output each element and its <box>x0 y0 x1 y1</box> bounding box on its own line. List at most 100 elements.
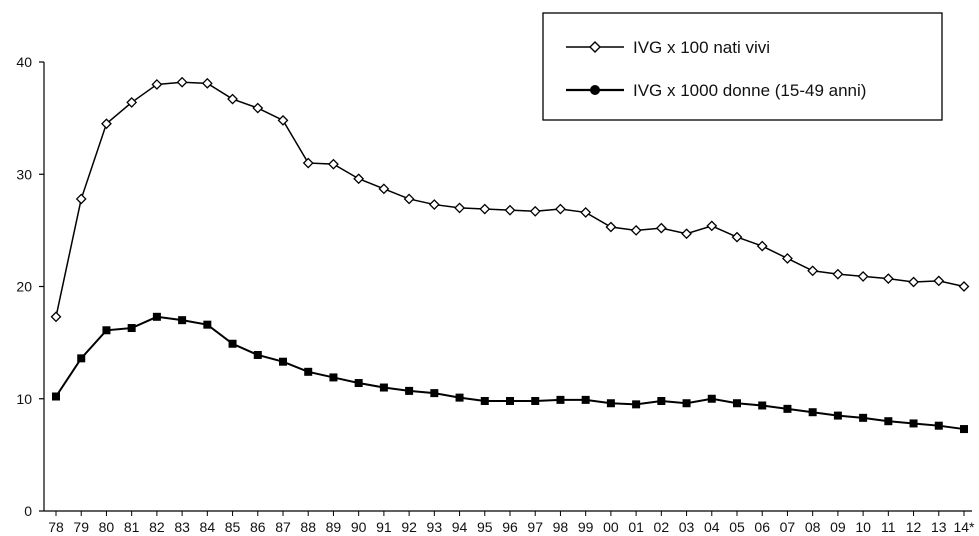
legend-label-series-1: IVG x 100 nati vivi <box>633 38 770 57</box>
data-point-series-1 <box>75 193 87 205</box>
x-tick-label: 96 <box>502 519 518 535</box>
x-tick-label: 88 <box>300 519 316 535</box>
x-tick-label: 94 <box>452 519 468 535</box>
data-point-series-2 <box>682 399 691 408</box>
data-point-series-2 <box>178 316 187 325</box>
data-point-series-2 <box>405 386 414 395</box>
y-tick-label: 0 <box>24 503 32 519</box>
data-point-series-2 <box>808 408 817 417</box>
x-tick-label: 79 <box>73 519 89 535</box>
axes <box>43 62 972 512</box>
data-point-series-1 <box>353 173 365 185</box>
data-point-series-1 <box>555 203 566 215</box>
x-tick-label: 06 <box>754 519 770 535</box>
data-point-series-2 <box>253 350 262 359</box>
x-tick-label: 99 <box>578 519 594 535</box>
data-point-series-1 <box>101 118 112 130</box>
data-point-series-2 <box>127 324 136 333</box>
x-tick-label: 86 <box>250 519 266 535</box>
data-point-series-1 <box>378 183 390 195</box>
x-tick-label: 05 <box>729 519 745 535</box>
data-point-series-2 <box>455 393 464 402</box>
data-point-series-1 <box>908 276 919 288</box>
data-point-series-2 <box>960 425 968 434</box>
x-tick-label: 08 <box>805 519 821 535</box>
data-point-series-2 <box>52 392 60 401</box>
data-point-series-1 <box>681 228 692 240</box>
x-tick-label: 00 <box>603 519 619 535</box>
series-line-2 <box>55 315 965 431</box>
data-point-series-2 <box>152 312 161 321</box>
x-tick-label: 14* <box>953 519 975 535</box>
x-ticks: 78 79 80 81 82 83 84 85 86 87 88 89 90 91 92 93 94 95 96 97… <box>48 511 975 535</box>
x-tick-label: 11 <box>881 519 896 535</box>
x-tick-label: 87 <box>275 519 291 535</box>
data-point-series-1 <box>933 275 945 287</box>
data-point-series-2 <box>279 357 287 366</box>
data-point-series-2 <box>859 413 868 422</box>
data-point-series-1 <box>479 203 491 215</box>
data-point-series-1 <box>252 102 264 114</box>
data-point-series-2 <box>657 396 666 405</box>
y-tick-label: 10 <box>16 391 32 407</box>
data-point-series-1 <box>630 224 642 236</box>
data-point-series-2 <box>632 400 641 409</box>
x-tick-label: 93 <box>427 519 443 535</box>
data-point-series-1 <box>201 77 213 89</box>
x-tick-label: 07 <box>780 519 796 535</box>
x-tick-label: 04 <box>704 519 720 535</box>
data-point-series-2 <box>606 399 615 408</box>
data-point-series-1 <box>504 204 516 216</box>
x-tick-label: 80 <box>99 519 115 535</box>
data-point-series-2 <box>506 396 514 405</box>
data-point-series-2 <box>531 396 540 405</box>
data-point-series-1 <box>882 273 894 285</box>
x-tick-label: 12 <box>906 519 922 535</box>
data-point-series-1 <box>328 158 339 170</box>
legend-marker-filled <box>590 85 600 95</box>
data-point-series-1 <box>605 221 617 233</box>
x-tick-label: 84 <box>200 519 216 535</box>
y-ticks: 0 10 20 30 40 <box>16 54 44 519</box>
data-point-series-2 <box>480 396 489 405</box>
data-point-series-2 <box>833 411 842 420</box>
x-tick-label: 91 <box>376 519 392 535</box>
data-point-series-1 <box>227 93 238 105</box>
x-tick-label: 92 <box>401 519 417 535</box>
x-tick-label: 03 <box>679 519 695 535</box>
data-point-series-2 <box>581 395 590 404</box>
x-tick-label: 97 <box>527 519 543 535</box>
x-tick-label: 02 <box>654 519 670 535</box>
data-point-series-1 <box>454 202 465 214</box>
data-point-series-2 <box>707 394 716 403</box>
data-point-series-1 <box>176 76 188 88</box>
x-tick-label: 01 <box>628 519 644 535</box>
y-tick-label: 20 <box>16 279 32 295</box>
data-point-series-1 <box>151 79 163 90</box>
x-tick-label: 98 <box>553 519 569 535</box>
data-point-series-1 <box>50 311 62 323</box>
data-point-series-1 <box>857 270 869 282</box>
data-point-series-1 <box>529 205 541 217</box>
legend-box <box>542 12 943 121</box>
x-tick-label: 09 <box>830 519 846 535</box>
data-point-series-1 <box>277 114 289 126</box>
data-point-series-2 <box>354 379 363 388</box>
x-tick-label: 78 <box>48 519 64 535</box>
data-point-series-2 <box>758 401 767 410</box>
data-point-series-2 <box>884 417 893 426</box>
x-tick-label: 89 <box>326 519 342 535</box>
data-point-series-1 <box>756 240 768 252</box>
data-point-series-2 <box>304 367 313 376</box>
data-point-series-1 <box>807 265 819 277</box>
legend-label-series-2: IVG x 1000 donne (15-49 anni) <box>633 81 866 100</box>
x-tick-label: 82 <box>149 519 165 535</box>
data-point-series-1 <box>782 253 793 264</box>
data-point-series-1 <box>126 96 138 108</box>
x-tick-label: 83 <box>174 519 190 535</box>
x-tick-label: 81 <box>124 519 140 535</box>
data-point-series-2 <box>733 399 741 408</box>
x-tick-label: 13 <box>931 519 947 535</box>
legend-marker-open-diamond <box>589 41 601 53</box>
